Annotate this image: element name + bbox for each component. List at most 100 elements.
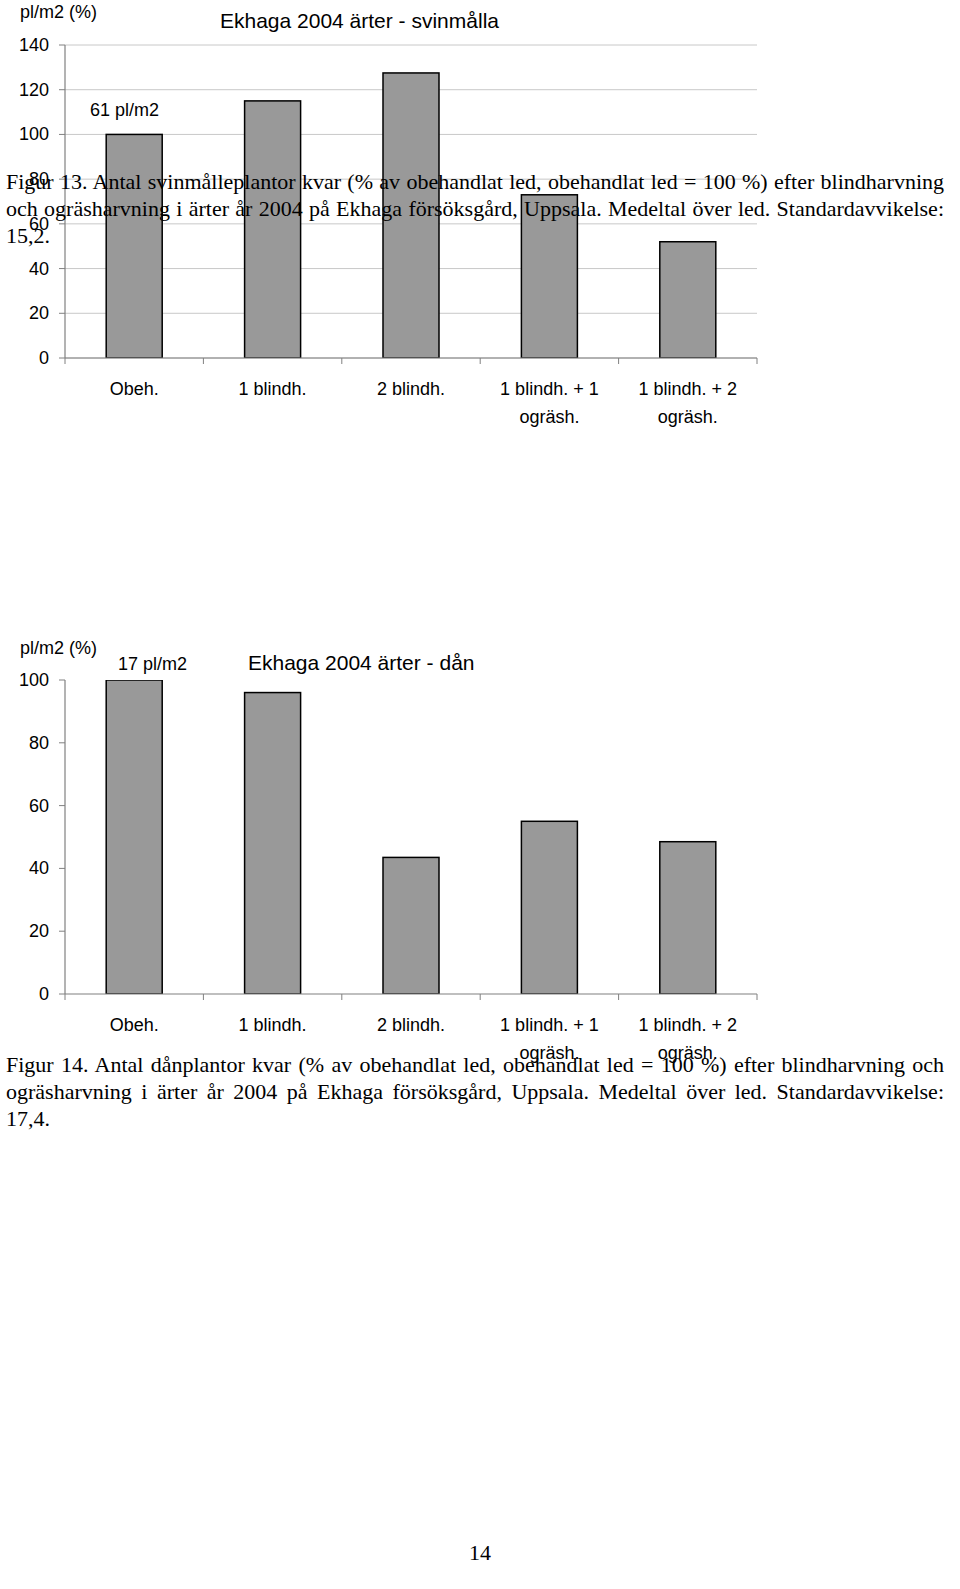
x-tick-label: 1 blindh. (239, 1015, 307, 1035)
y-tick (59, 223, 65, 224)
y-tick-label: 0 (39, 984, 49, 1004)
chart-title-line: Ekhaga 2004 ärter - svinmålla (220, 9, 499, 32)
x-tick-label-line: 2 blindh. (377, 1015, 445, 1035)
x-tick (65, 358, 66, 364)
y-tick-label: 60 (29, 796, 49, 816)
chart-title: Ekhaga 2004 ärter - dån (248, 651, 475, 674)
y-tick-label: 20 (29, 303, 49, 323)
x-tick-label: Obeh. (110, 1015, 159, 1035)
x-tick-label-line: 2 blindh. (377, 379, 445, 399)
y-axis (64, 680, 65, 994)
y-axis-label-line: pl/m2 (%) (20, 2, 97, 22)
x-tick (618, 358, 619, 364)
chart-title: Ekhaga 2004 ärter - svinmålla (220, 9, 499, 32)
x-tick-label-line: ogräsh. (519, 407, 579, 427)
y-tick-label-line: 20 (29, 303, 49, 323)
page-number: 14 (0, 1540, 960, 1566)
y-axis-label-line: pl/m2 (%) (20, 638, 97, 658)
x-tick-label-line: 1 blindh. + 2 (639, 379, 738, 399)
annotation: 17 pl/m2 (118, 654, 187, 674)
x-axis (65, 357, 757, 358)
y-tick-label-line: 0 (39, 984, 49, 1004)
y-tick (59, 268, 65, 269)
annotation: 61 pl/m2 (90, 100, 159, 120)
y-tick-label: 100 (19, 124, 49, 144)
x-axis (65, 993, 757, 994)
y-tick-label-line: 20 (29, 921, 49, 941)
x-tick (341, 358, 342, 364)
x-tick-label-line: 1 blindh. + 2 (639, 1015, 738, 1035)
x-tick (65, 994, 66, 1000)
caption: Figur 13. Antal svinmålleplantor kvar (%… (6, 168, 944, 249)
bar (660, 242, 716, 358)
chart-title-line: Ekhaga 2004 ärter - dån (248, 651, 475, 674)
x-tick (757, 358, 758, 364)
y-tick-label-line: 40 (29, 259, 49, 279)
grid-line (65, 45, 757, 46)
chart-1: 0 20 40 60 80 100 Obeh. 1 blindh. 2 blindh. 1 bli… (19, 638, 757, 1063)
y-tick (59, 89, 65, 90)
x-tick (480, 994, 481, 1000)
y-axis-label: pl/m2 (%) (20, 2, 97, 22)
bar (106, 134, 162, 358)
annotation-line: 61 pl/m2 (90, 100, 159, 120)
bar (383, 857, 439, 994)
x-tick (341, 994, 342, 1000)
y-tick-label-line: 0 (39, 348, 49, 368)
y-tick (59, 931, 65, 932)
x-tick (757, 994, 758, 1000)
x-tick-label-line: 1 blindh. + 1 (500, 379, 599, 399)
y-tick (59, 994, 65, 995)
bar (521, 821, 577, 994)
grid-line (65, 358, 757, 359)
y-tick-label: 80 (29, 733, 49, 753)
y-tick (59, 680, 65, 681)
y-tick-label: 140 (19, 35, 49, 55)
bar (245, 101, 301, 358)
bar (660, 842, 716, 994)
x-tick-label-line: Obeh. (110, 1015, 159, 1035)
y-tick-label-line: 140 (19, 35, 49, 55)
y-tick (59, 358, 65, 359)
x-tick-label-line: 1 blindh. (239, 379, 307, 399)
bars (106, 680, 716, 994)
y-tick-label: 40 (29, 858, 49, 878)
x-tick-label-line: 1 blindh. (239, 1015, 307, 1035)
charts: 020406080100120140Obeh.1 blindh.2 blindh… (0, 0, 960, 1589)
x-tick-label: 1 blindh. + 2 ogräsh. (639, 379, 738, 427)
y-tick (59, 134, 65, 135)
y-tick (59, 742, 65, 743)
y-tick-label-line: 120 (19, 80, 49, 100)
x-tick-label-line: 1 blindh. + 1 (500, 1015, 599, 1035)
y-tick (59, 313, 65, 314)
page: 020406080100120140Obeh.1 blindh.2 blindh… (0, 0, 960, 1589)
y-tick-label: 100 (19, 670, 49, 690)
x-tick (203, 994, 204, 1000)
y-axis-label: pl/m2 (%) (20, 638, 97, 658)
x-tick-label-line: Obeh. (110, 379, 159, 399)
x-tick-label: 2 blindh. (377, 379, 445, 399)
x-tick-label: 1 blindh. + 1 ogräsh. (500, 379, 599, 427)
y-tick-label-line: 80 (29, 733, 49, 753)
y-tick-label: 40 (29, 259, 49, 279)
y-tick-label: 120 (19, 80, 49, 100)
y-tick (59, 805, 65, 806)
bar (245, 693, 301, 994)
x-tick (480, 358, 481, 364)
y-tick-label-line: 100 (19, 124, 49, 144)
x-tick-label: Obeh. (110, 379, 159, 399)
bar (106, 680, 162, 994)
y-tick (59, 45, 65, 46)
y-tick (59, 868, 65, 869)
y-tick-label-line: 40 (29, 858, 49, 878)
x-tick-label: 2 blindh. (377, 1015, 445, 1035)
x-tick (618, 994, 619, 1000)
y-tick-label: 20 (29, 921, 49, 941)
y-tick-label-line: 60 (29, 796, 49, 816)
caption: Figur 14. Antal dånplantor kvar (% av ob… (6, 1051, 944, 1132)
x-tick (203, 358, 204, 364)
y-tick-label-line: 100 (19, 670, 49, 690)
annotation-line: 17 pl/m2 (118, 654, 187, 674)
x-tick-label-line: ogräsh. (658, 407, 718, 427)
x-tick-label: 1 blindh. (239, 379, 307, 399)
